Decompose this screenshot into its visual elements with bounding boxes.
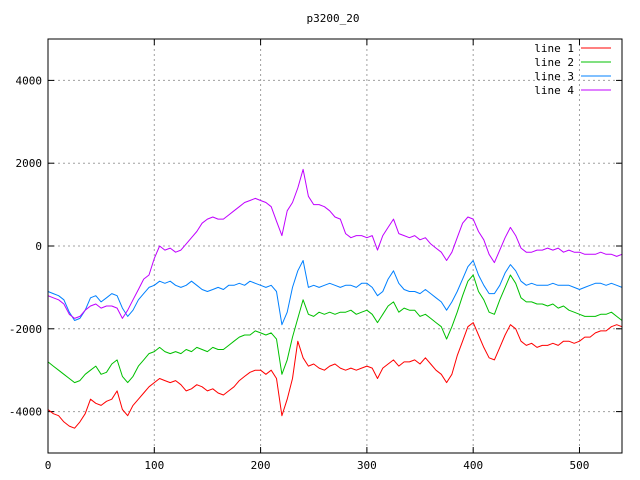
legend-label: line 1 <box>534 42 574 55</box>
legend-label: line 3 <box>534 70 574 83</box>
x-tick-label: 500 <box>570 459 590 472</box>
series-lines <box>47 168 623 429</box>
y-tick-label: 0 <box>35 240 42 253</box>
series-line-2 <box>47 274 623 384</box>
y-tick-label: 4000 <box>16 74 43 87</box>
x-tick-label: 0 <box>45 459 52 472</box>
legend-label: line 4 <box>534 84 574 97</box>
chart-title: p3200_20 <box>307 12 360 25</box>
x-tick-label: 200 <box>251 459 271 472</box>
x-tick-label: 100 <box>144 459 164 472</box>
legend-label: line 2 <box>534 56 574 69</box>
series-line-4 <box>47 168 623 319</box>
x-tick-label: 300 <box>357 459 377 472</box>
gridlines <box>48 39 622 453</box>
y-tick-label: 2000 <box>16 157 43 170</box>
axis-ticks: 0 100 200 300 400 500 -4000 -2000 0 2000 4000 <box>9 39 622 472</box>
series-line-3 <box>47 260 623 326</box>
series-line-1 <box>47 322 623 429</box>
plot-border <box>47 38 623 454</box>
y-tick-label: -4000 <box>9 406 42 419</box>
x-tick-label: 400 <box>463 459 483 472</box>
y-tick-label: -2000 <box>9 323 42 336</box>
